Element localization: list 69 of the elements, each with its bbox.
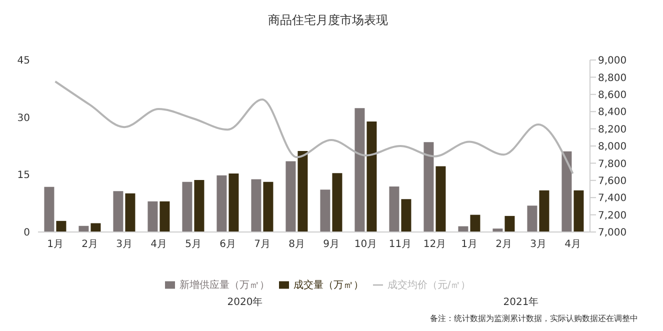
x-tick-label: 4月 bbox=[150, 239, 167, 250]
bar bbox=[216, 175, 227, 232]
x-tick-label: 11月 bbox=[388, 239, 412, 250]
x-tick-label: 2月 bbox=[82, 239, 98, 250]
bar bbox=[320, 190, 330, 232]
y2-tick-label: 7,400 bbox=[598, 193, 627, 204]
y2-tick-label: 8,400 bbox=[598, 107, 627, 118]
y2-tick-label: 8,000 bbox=[598, 142, 627, 153]
y-tick-label: 0 bbox=[24, 228, 30, 239]
bar bbox=[148, 201, 158, 232]
bar bbox=[113, 191, 124, 232]
x-tick-label: 1月 bbox=[461, 239, 478, 250]
x-tick-label: 3月 bbox=[530, 239, 546, 250]
y2-tick-label: 7,600 bbox=[598, 176, 627, 187]
bar bbox=[424, 142, 434, 232]
bar bbox=[401, 199, 412, 232]
y-tick-label: 15 bbox=[17, 170, 30, 182]
bar bbox=[354, 108, 365, 232]
bar bbox=[90, 223, 101, 232]
bar bbox=[539, 190, 550, 232]
bar bbox=[125, 193, 136, 232]
y2-tick-label: 7,200 bbox=[598, 210, 627, 222]
bar bbox=[298, 150, 308, 232]
x-tick-label: 10月 bbox=[354, 239, 378, 250]
bar bbox=[182, 182, 192, 232]
bar bbox=[78, 226, 89, 232]
x-tick-label: 8月 bbox=[288, 239, 305, 250]
bar bbox=[562, 151, 572, 232]
y2-tick-label: 9,000 bbox=[598, 56, 627, 67]
x-tick-label: 4月 bbox=[564, 239, 581, 250]
x-tick-label: 3月 bbox=[116, 239, 132, 250]
bar bbox=[436, 166, 446, 232]
bar bbox=[574, 190, 584, 232]
y2-tick-label: 8,200 bbox=[598, 124, 627, 136]
line-series bbox=[54, 80, 574, 175]
bar bbox=[366, 122, 377, 232]
bar bbox=[332, 173, 342, 232]
x-tick-label: 7月 bbox=[254, 239, 270, 250]
bar bbox=[527, 206, 538, 232]
y2-tick-label: 8,800 bbox=[598, 72, 627, 84]
bar bbox=[160, 201, 170, 232]
x-tick-label: 1月 bbox=[47, 239, 64, 250]
x-tick-label: 9月 bbox=[323, 239, 340, 250]
x-tick-label: 2月 bbox=[496, 239, 512, 250]
text: 2020年 bbox=[226, 296, 264, 309]
y2-tick-label: 8,600 bbox=[598, 90, 627, 101]
chart-title: 商品住宅月度市场表现 bbox=[267, 12, 389, 29]
legend-label: 成交均价（元/㎡） bbox=[387, 280, 471, 291]
bar bbox=[470, 214, 480, 232]
bar bbox=[389, 186, 400, 232]
bar bbox=[194, 180, 204, 232]
x-tick-label: 6月 bbox=[220, 239, 236, 250]
y2-tick-label: 7,800 bbox=[598, 158, 627, 170]
y-tick-label: 30 bbox=[17, 112, 30, 124]
bar bbox=[44, 186, 54, 232]
legend-label: 成交量（万㎡） bbox=[293, 280, 364, 291]
bar bbox=[251, 179, 262, 232]
x-tick-label: 12月 bbox=[423, 239, 446, 250]
legend-label: 新增供应量（万㎡） bbox=[179, 280, 270, 291]
bar bbox=[263, 182, 274, 232]
y-tick-label: 45 bbox=[17, 56, 30, 67]
bar bbox=[286, 161, 296, 232]
text: 2021年 bbox=[502, 296, 540, 309]
x-tick-label: 5月 bbox=[185, 239, 202, 250]
y2-tick-label: 7,000 bbox=[598, 228, 627, 239]
bar bbox=[228, 174, 239, 232]
bar bbox=[504, 216, 515, 232]
bar bbox=[56, 220, 66, 232]
text: 备注：统计数据为监测累计数据，实际认购数据还在调整中 bbox=[430, 313, 638, 324]
